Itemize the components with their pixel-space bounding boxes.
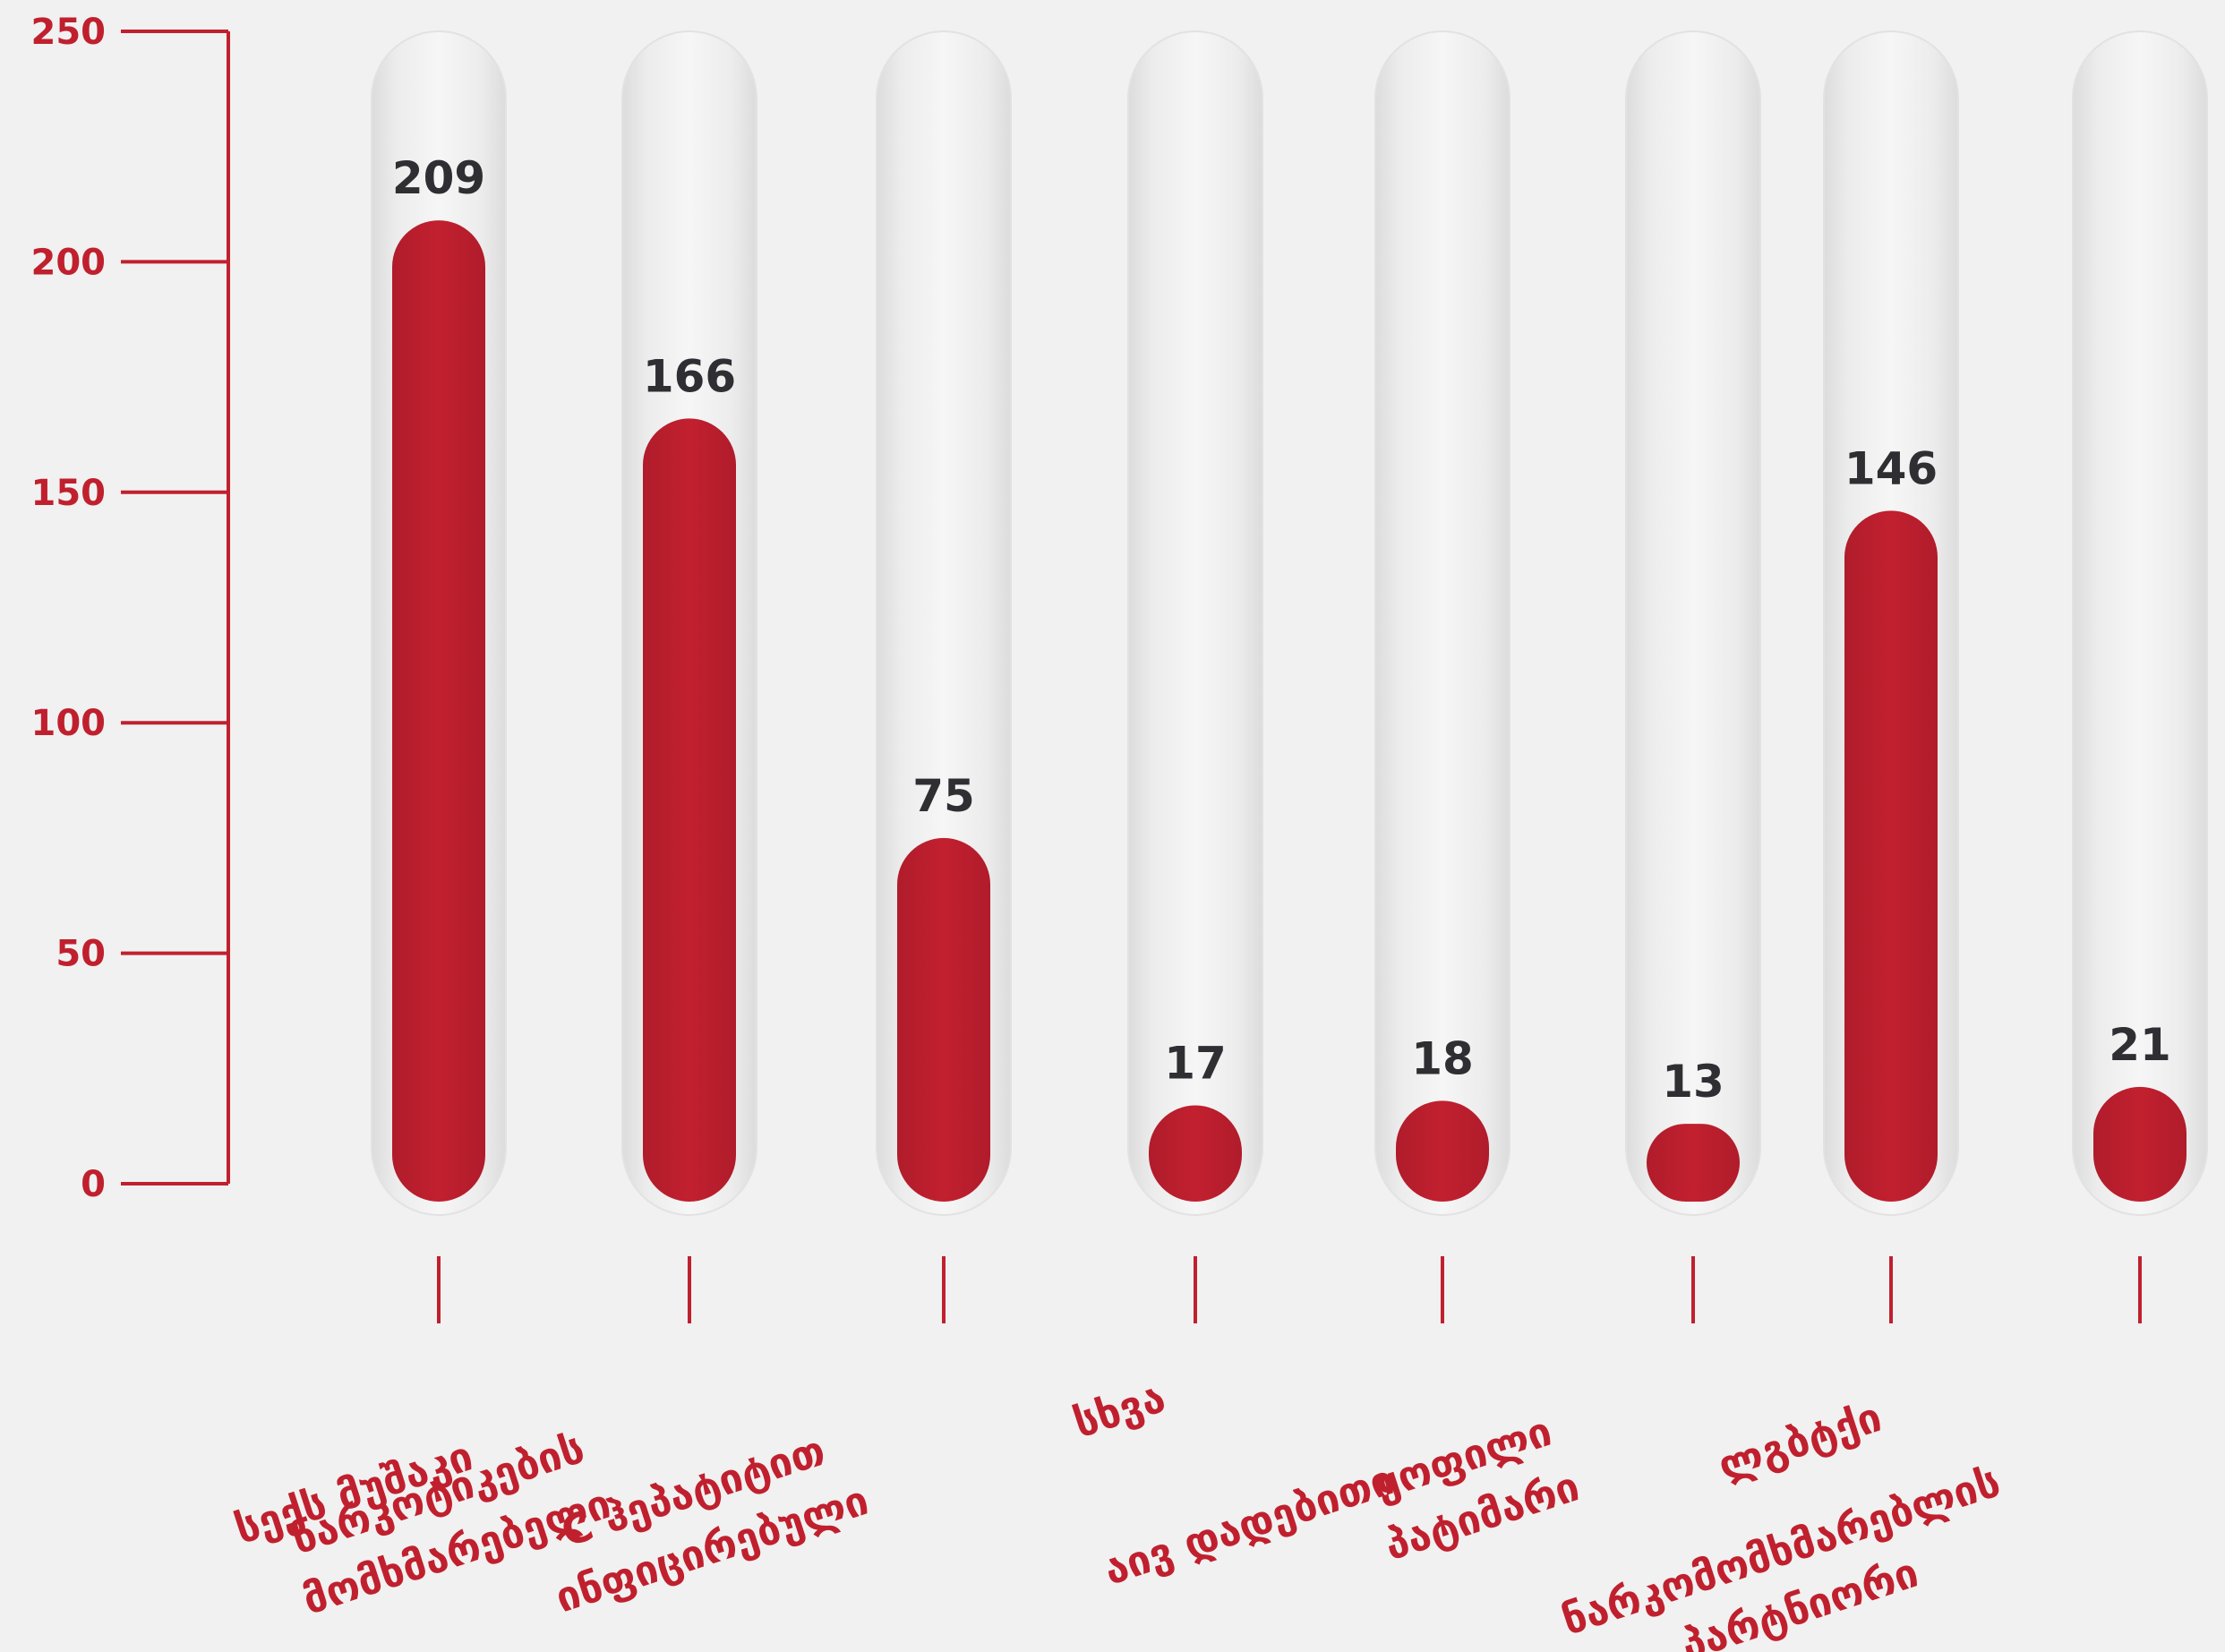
y-tick-label: 0 xyxy=(81,1164,106,1205)
category-label: ლგბტქი xyxy=(1712,1392,1887,1490)
category-label: სხვა xyxy=(1067,1373,1170,1447)
y-tick-label: 100 xyxy=(31,703,107,744)
y-tick-label: 200 xyxy=(31,242,107,283)
bar xyxy=(1647,1124,1740,1202)
y-tick-label: 150 xyxy=(31,473,107,514)
bar-value-label: 18 xyxy=(1411,1032,1474,1084)
bar-value-label: 13 xyxy=(1662,1056,1724,1108)
bar-track xyxy=(1625,30,1761,1216)
category-label-line: ლგბტქი xyxy=(1712,1392,1887,1490)
category-label-line: სხვა xyxy=(1067,1373,1170,1447)
bars: 209 166 75 17 18 13 146 21 xyxy=(371,30,2208,1323)
bar-value-label: 146 xyxy=(1844,442,1938,494)
bar xyxy=(1844,510,1938,1202)
bar xyxy=(1149,1105,1242,1202)
bar-track xyxy=(2072,30,2208,1216)
y-axis: 0 50 100 150 200 250 xyxy=(31,12,230,1205)
bar xyxy=(2093,1086,2186,1202)
bar xyxy=(897,837,990,1202)
bar xyxy=(392,220,485,1202)
bar-value-label: 17 xyxy=(1164,1037,1227,1089)
category-label: აივ დადებითი xyxy=(1098,1455,1399,1594)
y-tick-label: 50 xyxy=(56,934,106,975)
bar-value-label: 21 xyxy=(2109,1019,2171,1071)
bar-value-label: 166 xyxy=(643,350,736,402)
y-tick-label: 250 xyxy=(31,12,107,53)
category-label-line: აივ დადებითი xyxy=(1098,1455,1399,1594)
bar-value-label: 75 xyxy=(912,770,975,822)
bar-track xyxy=(1374,30,1510,1216)
bar-track xyxy=(1127,30,1263,1216)
bar xyxy=(1396,1100,1489,1202)
bar-value-label: 209 xyxy=(392,152,485,204)
bar xyxy=(643,418,736,1202)
